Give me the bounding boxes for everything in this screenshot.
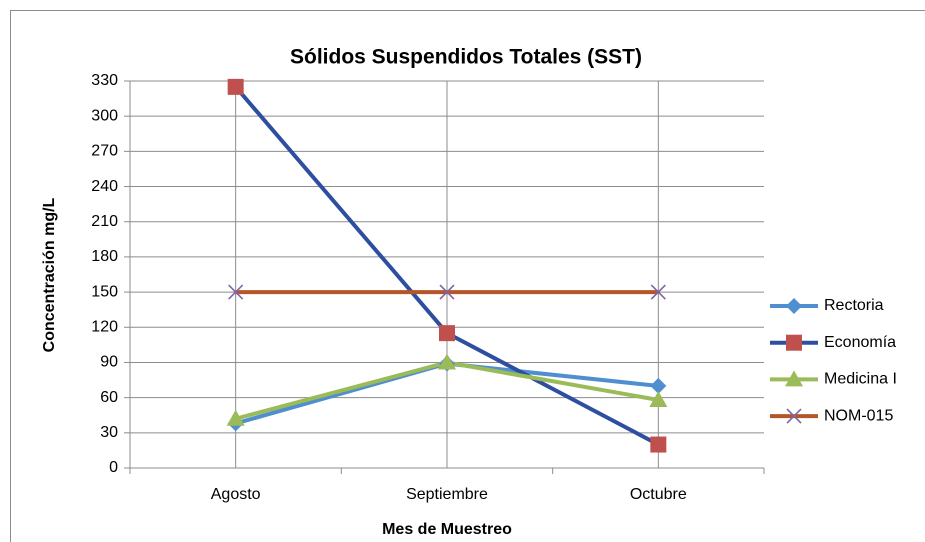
y-axis-label: Concentración mg/L	[41, 197, 58, 352]
y-tick-label: 270	[91, 143, 118, 160]
legend-label: Rectoria	[824, 297, 884, 314]
data-point	[650, 436, 667, 453]
y-tick-label: 150	[91, 283, 118, 300]
x-tick-label: Septiembre	[406, 486, 488, 503]
legend-label: NOM-015	[824, 407, 893, 424]
y-tick-label: 90	[100, 354, 118, 371]
data-point	[439, 284, 455, 300]
y-tick-label: 60	[100, 389, 118, 406]
data-point	[438, 353, 456, 370]
x-tick-label: Agosto	[211, 486, 261, 503]
y-tick-label: 300	[91, 107, 118, 124]
y-tick-label: 240	[91, 178, 118, 195]
data-point	[227, 78, 244, 95]
legend-marker	[786, 298, 802, 314]
data-point	[649, 390, 668, 407]
y-tick-label: 180	[91, 248, 118, 265]
y-tick-label: 210	[91, 213, 118, 230]
y-tick-label: 0	[109, 459, 118, 476]
y-tick-label: 30	[100, 424, 118, 441]
legend-label: Economía	[824, 334, 896, 351]
data-point	[650, 284, 666, 300]
x-axis-label: Mes de Muestreo	[382, 521, 512, 538]
data-point	[228, 284, 244, 300]
data-point	[439, 325, 455, 342]
legend-marker	[786, 334, 802, 351]
y-tick-label: 330	[91, 72, 118, 89]
data-point	[226, 409, 245, 426]
chart-frame	[10, 10, 925, 542]
legend-marker	[786, 408, 802, 424]
y-tick-label: 120	[91, 318, 118, 335]
legend-label: Medicina I	[824, 371, 897, 388]
chart-title: Sólidos Suspendidos Totales (SST)	[290, 46, 642, 69]
x-tick-label: Octubre	[630, 486, 687, 503]
data-point	[650, 377, 667, 394]
legend-marker	[785, 370, 803, 387]
